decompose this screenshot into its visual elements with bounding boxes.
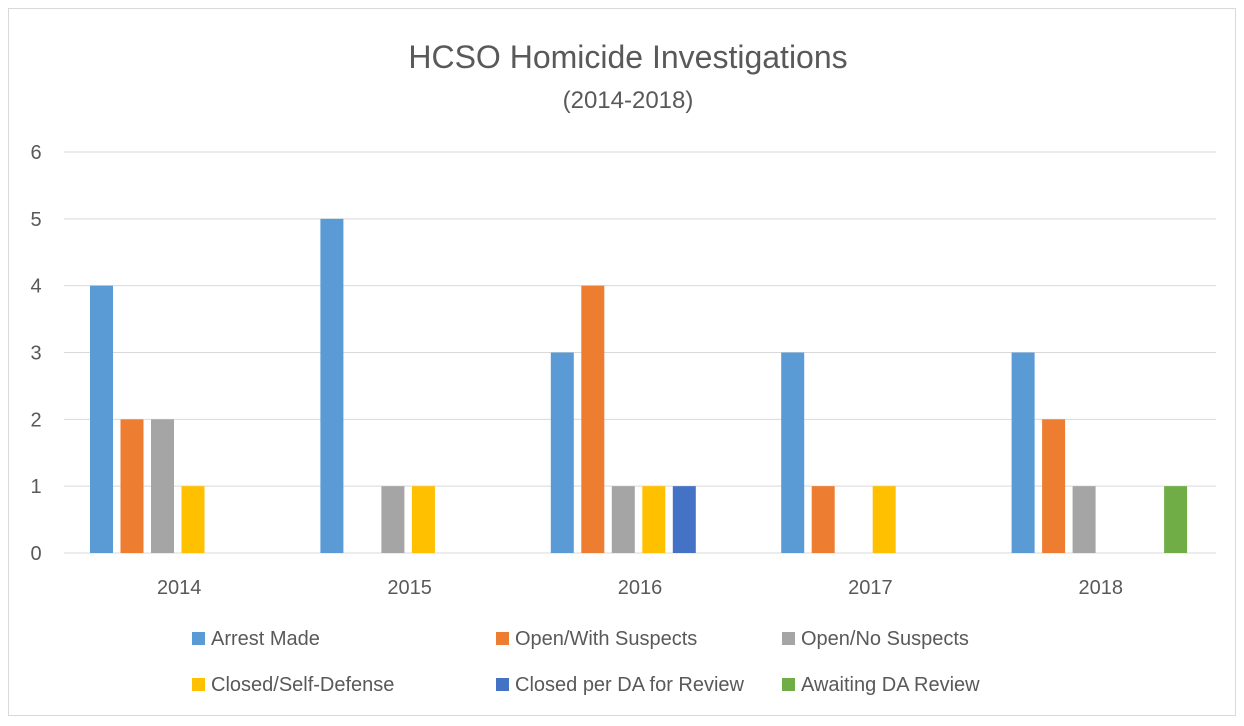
x-tick-label: 2015	[387, 577, 432, 599]
bar	[381, 486, 405, 553]
bar	[581, 285, 605, 553]
legend-label: Open/No Suspects	[801, 628, 969, 650]
y-tick-label: 6	[30, 142, 41, 164]
y-tick-label: 5	[30, 209, 41, 231]
bar	[611, 486, 635, 553]
y-tick-label: 2	[30, 409, 41, 431]
legend-swatch	[192, 632, 205, 645]
x-axis: 2014 2015 2016 2017 2018	[157, 577, 1123, 599]
legend-label: Closed/Self-Defense	[211, 674, 394, 696]
x-tick-label: 2014	[157, 577, 202, 599]
y-axis: 0 1 2 3 4 5 6	[30, 142, 41, 565]
bar	[151, 419, 174, 553]
bar	[120, 419, 144, 553]
bar	[781, 352, 805, 553]
legend-swatch	[192, 678, 205, 691]
legend-label: Awaiting DA Review	[801, 674, 980, 696]
bar	[1011, 352, 1035, 553]
bar	[320, 218, 344, 554]
bar	[642, 486, 666, 553]
legend-label: Arrest Made	[211, 628, 320, 650]
legend-swatch	[782, 632, 795, 645]
bar	[1042, 419, 1066, 553]
chart-subtitle: (2014-2018)	[563, 87, 694, 114]
bar	[672, 486, 696, 553]
y-tick-label: 4	[30, 276, 41, 298]
bar	[181, 486, 205, 553]
legend-swatch	[782, 678, 795, 691]
x-tick-label: 2018	[1079, 577, 1124, 599]
x-tick-label: 2016	[618, 577, 663, 599]
legend-label: Open/With Suspects	[515, 628, 697, 650]
bar	[872, 486, 896, 553]
bar	[1164, 486, 1188, 553]
legend: Arrest Made Open/With Suspects Open/No Sus…	[192, 628, 980, 696]
y-tick-label: 1	[30, 476, 41, 498]
bar	[90, 285, 113, 553]
bar	[550, 352, 574, 553]
bar	[1072, 486, 1096, 553]
y-tick-label: 0	[30, 543, 41, 565]
legend-label: Closed per DA for Review	[515, 674, 745, 696]
bars	[90, 218, 1188, 554]
legend-swatch	[496, 632, 509, 645]
x-tick-label: 2017	[848, 577, 893, 599]
chart-title: HCSO Homicide Investigations	[408, 39, 847, 75]
bar	[411, 486, 435, 553]
bar	[811, 486, 835, 553]
y-tick-label: 3	[30, 343, 41, 365]
legend-swatch	[496, 678, 509, 691]
